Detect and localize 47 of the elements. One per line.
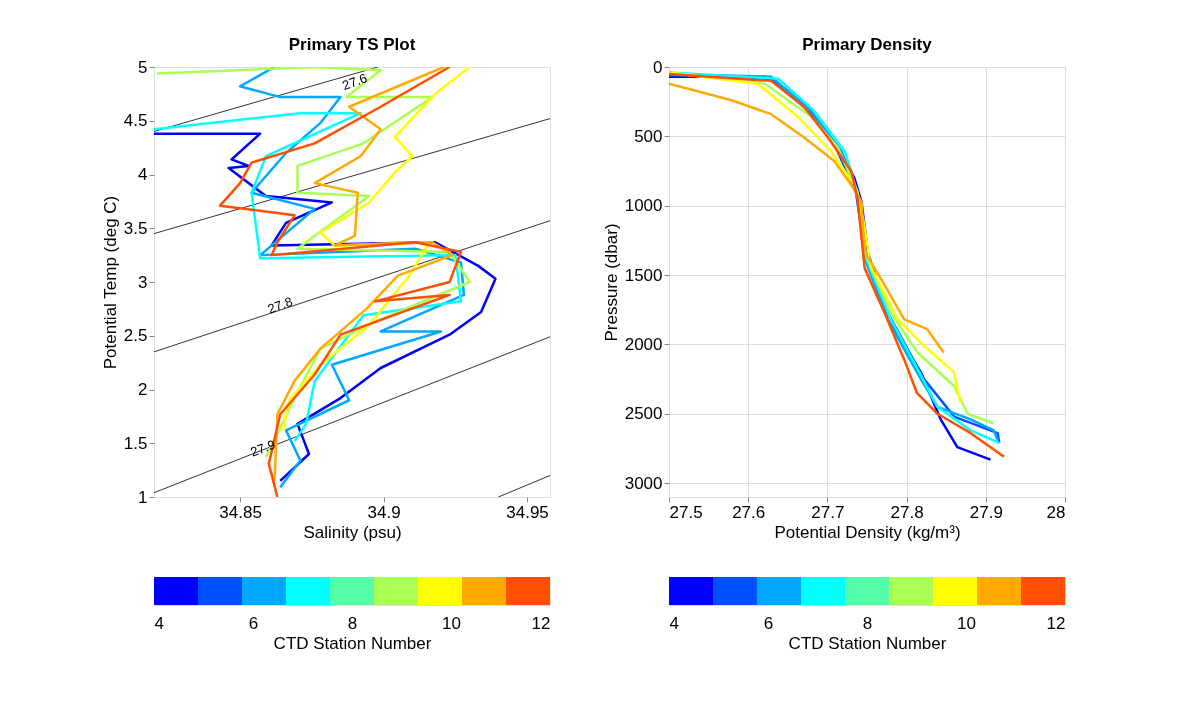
- color-bar-label: 12: [1046, 613, 1066, 633]
- color-bar-label: 6: [248, 613, 259, 633]
- x-tick-label: 27.5: [669, 502, 703, 522]
- color-bar-label: 4: [669, 613, 679, 633]
- x-tick-label: 34.95: [506, 502, 549, 522]
- color-bar-label: 10: [957, 613, 976, 633]
- annotation: 27.8: [265, 293, 295, 317]
- y-tick-label: 3.5: [123, 218, 148, 238]
- x-tick-label: 28: [1046, 502, 1066, 522]
- y-tick-label: 2000: [624, 334, 663, 354]
- color-bar-title: CTD Station Number: [273, 633, 432, 653]
- y-tick-label: 2: [138, 380, 148, 399]
- chart-title: Primary Density: [802, 35, 933, 54]
- color-bar-label: 8: [347, 613, 358, 633]
- y-tick-label: 1000: [624, 196, 663, 216]
- annotation: 27.6: [340, 70, 370, 93]
- x-axis-title: Salinity (psu): [303, 522, 402, 542]
- color-bar-label: 4: [154, 613, 164, 633]
- y-tick-label: 1500: [624, 265, 663, 285]
- color-bar-label: 6: [763, 613, 774, 633]
- y-tick-label: 2.5: [123, 326, 148, 346]
- y-tick-label: 3: [138, 272, 148, 292]
- annotation: 27.9: [248, 436, 278, 460]
- y-tick-label: 4: [138, 165, 148, 184]
- color-bar-title: CTD Station Number: [788, 633, 947, 653]
- x-tick-label: 34.9: [367, 502, 401, 522]
- y-axis-title: Pressure (dbar): [601, 223, 621, 342]
- y-tick-label: 3000: [624, 473, 663, 493]
- y-tick-label: 1.5: [123, 433, 148, 453]
- y-axis-title: Potential Temp (deg C): [100, 195, 120, 370]
- x-tick-label: 27.6: [732, 502, 766, 522]
- y-tick-label: 5: [138, 57, 148, 77]
- y-tick-label: 1: [138, 487, 148, 507]
- x-tick-label: 34.85: [219, 502, 262, 522]
- chart-title: Primary TS Plot: [288, 35, 416, 54]
- y-tick-label: 0: [653, 57, 663, 77]
- x-tick-label: 27.9: [969, 502, 1003, 522]
- line-series: [669, 82, 946, 354]
- color-bar-label: 12: [531, 613, 551, 633]
- x-tick-label: 27.8: [890, 502, 924, 522]
- x-axis-title: Potential Density (kg/m³): [774, 522, 961, 542]
- y-tick-label: 500: [634, 126, 663, 146]
- color-bar-label: 8: [862, 613, 873, 633]
- y-tick-label: 4.5: [123, 111, 148, 131]
- color-bar-label: 10: [442, 613, 461, 633]
- x-tick-label: 27.7: [811, 502, 845, 522]
- y-tick-label: 2500: [624, 404, 663, 424]
